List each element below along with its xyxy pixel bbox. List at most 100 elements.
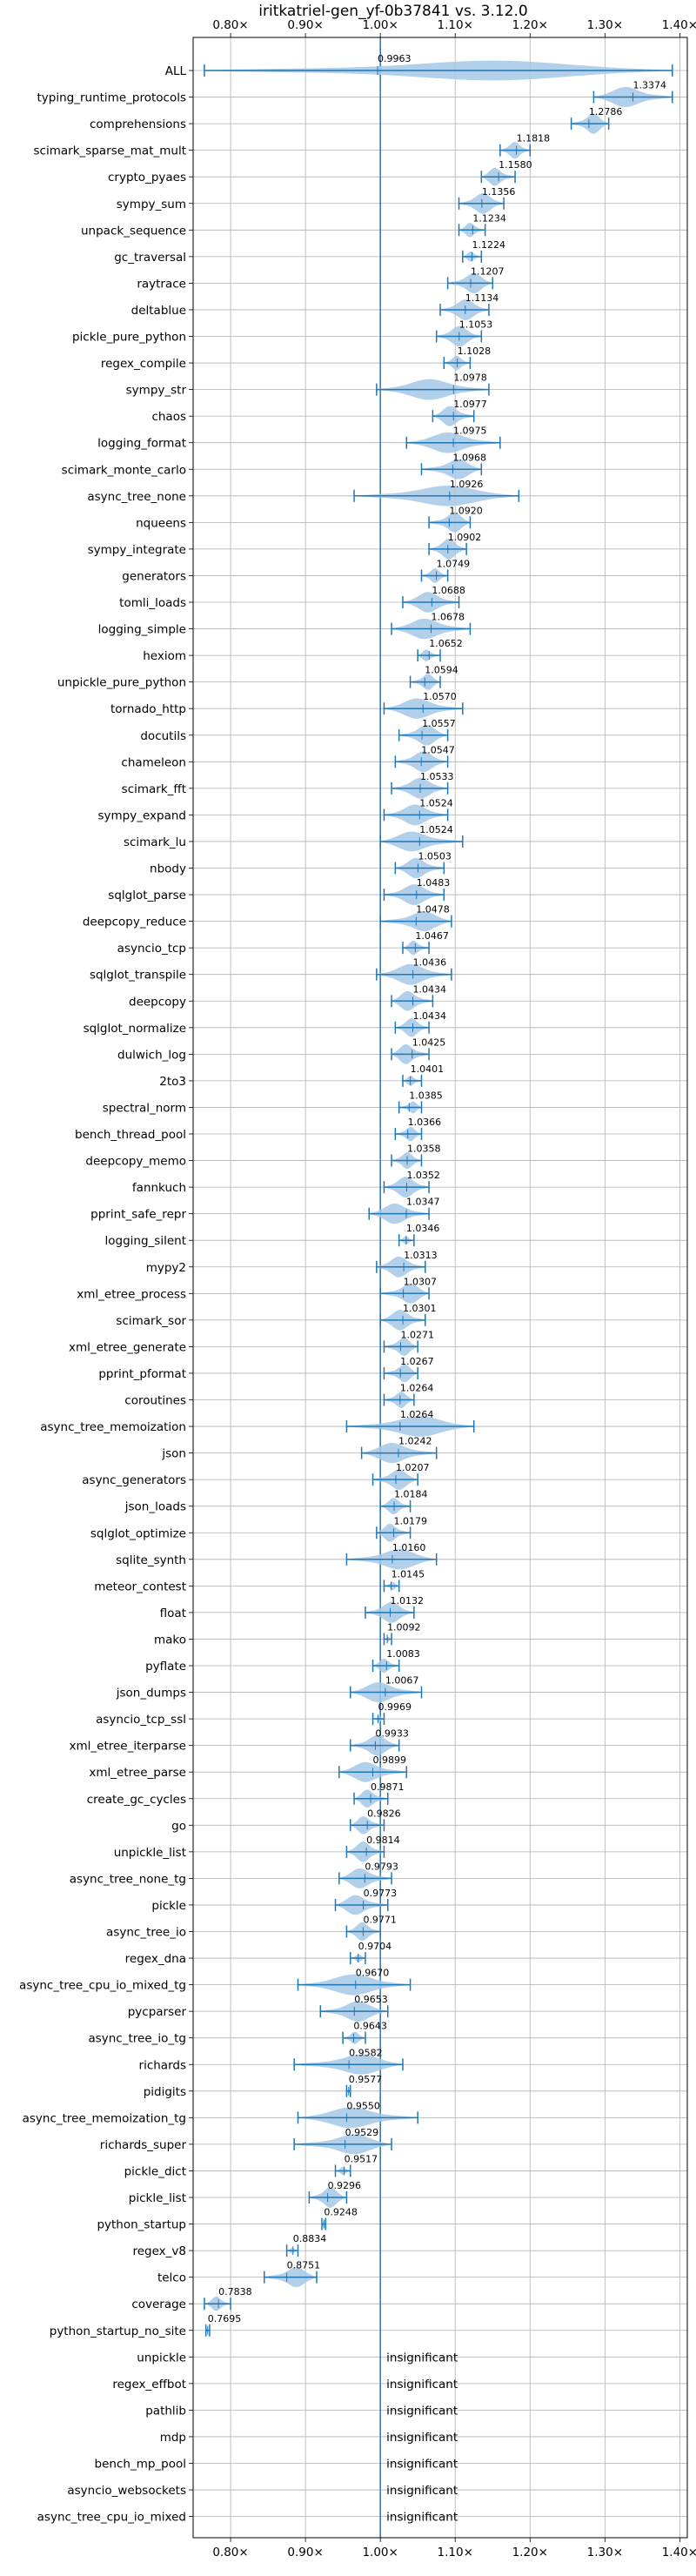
value-label: 1.0207 <box>396 1462 430 1473</box>
y-tick-label: sqlite_synth <box>116 1553 186 1567</box>
y-tick-label: mako <box>154 1633 186 1647</box>
y-tick-label: regex_dna <box>125 1952 186 1966</box>
value-label: 1.1580 <box>499 159 532 171</box>
value-label: 1.1028 <box>458 345 492 357</box>
value-label: 1.0184 <box>394 1489 428 1500</box>
x-tick-label-bottom: 1.40× <box>662 2546 696 2559</box>
y-tick-label: dulwich_log <box>117 1048 186 1062</box>
value-label: 1.0547 <box>421 744 455 755</box>
x-tick-label-bottom: 1.10× <box>438 2546 473 2559</box>
value-label: 0.9248 <box>324 2207 358 2218</box>
x-tick-label-top: 1.40× <box>662 18 696 32</box>
y-tick-label: deepcopy_memo <box>85 1155 186 1169</box>
value-label: 1.0524 <box>419 797 453 808</box>
value-label: 1.0242 <box>398 1436 432 1447</box>
x-tick-label-bottom: 1.30× <box>587 2546 623 2559</box>
value-label: 1.0301 <box>403 1303 437 1314</box>
y-tick-label: logging_simple <box>98 623 186 637</box>
value-label: 0.9899 <box>372 1754 406 1766</box>
y-tick-label: chameleon <box>121 755 186 769</box>
value-label: 1.0978 <box>453 372 487 384</box>
value-label: 1.0347 <box>406 1197 440 1208</box>
insignificant-label: insignificant <box>386 2378 458 2392</box>
value-label: 1.0145 <box>392 1568 425 1580</box>
y-tick-label: create_gc_cycles <box>87 1793 186 1807</box>
y-tick-label: async_tree_none <box>87 490 186 504</box>
value-label: 1.0920 <box>449 505 483 516</box>
y-tick-label: tomli_loads <box>119 596 186 610</box>
value-label: 1.0067 <box>385 1675 419 1687</box>
y-tick-label: deltablue <box>131 304 186 318</box>
violins <box>204 60 673 2337</box>
y-tick-label: json_loads <box>124 1500 186 1514</box>
value-label: 1.0132 <box>391 1595 425 1607</box>
value-label: 1.0975 <box>453 426 487 437</box>
x-tick-label-top: 0.80× <box>212 18 248 32</box>
value-label: 1.0968 <box>452 452 486 463</box>
value-label: 1.0902 <box>448 532 482 543</box>
chart-title: iritkatriel-gen_yf-0b37841 vs. 3.12.0 <box>258 3 527 20</box>
y-tick-label: sqlglot_parse <box>108 889 186 902</box>
y-tick-label: xml_etree_generate <box>69 1340 186 1354</box>
value-label: 1.0313 <box>404 1250 438 1261</box>
value-label: 0.9582 <box>349 2047 383 2058</box>
y-tick-label: xml_etree_parse <box>89 1766 186 1780</box>
y-tick-label: raytrace <box>137 277 186 291</box>
y-tick-label: float <box>160 1607 186 1620</box>
y-tick-label: mypy2 <box>146 1261 186 1275</box>
y-tick-label: gc_traversal <box>114 251 186 265</box>
y-tick-label: bench_mp_pool <box>95 2458 186 2472</box>
value-label: 1.0264 <box>400 1409 434 1420</box>
y-tick-label: async_tree_memoization <box>40 1420 186 1434</box>
insignificant-label: insignificant <box>386 2404 458 2418</box>
value-label: 1.0533 <box>420 771 454 782</box>
y-tick-label: unpickle_pure_python <box>57 676 186 690</box>
y-tick-label: json <box>161 1447 186 1461</box>
value-label: 0.9773 <box>364 1888 398 1899</box>
y-tick-label: nqueens <box>136 516 186 530</box>
insignificant-label: insignificant <box>386 2484 458 2498</box>
y-tick-label: go <box>171 1819 186 1833</box>
value-label: 0.8751 <box>287 2260 321 2271</box>
y-tick-label: pickle_list <box>129 2191 186 2205</box>
value-label: 1.0557 <box>422 718 456 729</box>
value-label: 1.1207 <box>471 265 505 277</box>
y-tick-label: bench_thread_pool <box>75 1128 186 1142</box>
value-label: 1.0352 <box>406 1170 440 1181</box>
x-tick-label-top: 1.10× <box>438 18 473 32</box>
value-label: 0.9771 <box>363 1915 397 1926</box>
y-tick-label: pyflate <box>145 1660 186 1674</box>
value-label: 1.1053 <box>459 319 493 331</box>
value-label: 0.9643 <box>353 2021 387 2032</box>
y-tick-label: logging_format <box>97 437 186 451</box>
y-tick-label: mdp <box>160 2431 186 2445</box>
value-label: 1.0483 <box>417 877 450 889</box>
y-tick-label: pidigits <box>144 2085 186 2099</box>
y-tick-label: scimark_fft <box>122 782 186 796</box>
y-tick-label: pprint_safe_repr <box>90 1208 186 1222</box>
y-tick-label: comprehensions <box>90 117 186 131</box>
value-label: 0.7838 <box>218 2286 252 2298</box>
y-tick-label: 2to3 <box>159 1075 186 1089</box>
value-label: 1.0267 <box>400 1356 434 1367</box>
value-label: 1.0083 <box>386 1648 420 1660</box>
insignificant-label: insignificant <box>386 2458 458 2472</box>
value-label: 1.0977 <box>453 399 487 410</box>
value-label: 1.0570 <box>423 691 457 702</box>
x-tick-label-top: 1.20× <box>512 18 548 32</box>
value-label: 0.9969 <box>378 1701 412 1713</box>
y-tick-label: regex_compile <box>101 357 186 371</box>
y-tick-label: async_tree_memoization_tg <box>23 2111 186 2125</box>
value-label: 1.0434 <box>413 1010 447 1022</box>
y-tick-label: asyncio_tcp <box>117 942 186 956</box>
value-label: 0.9550 <box>346 2100 380 2111</box>
y-tick-label: pickle_dict <box>124 2164 186 2178</box>
y-tick-label: richards_super <box>100 2138 187 2152</box>
value-label: 1.1818 <box>517 133 551 144</box>
value-label: 1.0434 <box>413 983 447 995</box>
y-tick-label: tornado_http <box>110 702 186 716</box>
y-tick-label: meteor_contest <box>94 1580 186 1593</box>
value-label: 0.9529 <box>345 2127 379 2138</box>
insignificant-label: insignificant <box>386 2511 458 2525</box>
y-tick-label: python_startup <box>97 2218 186 2232</box>
